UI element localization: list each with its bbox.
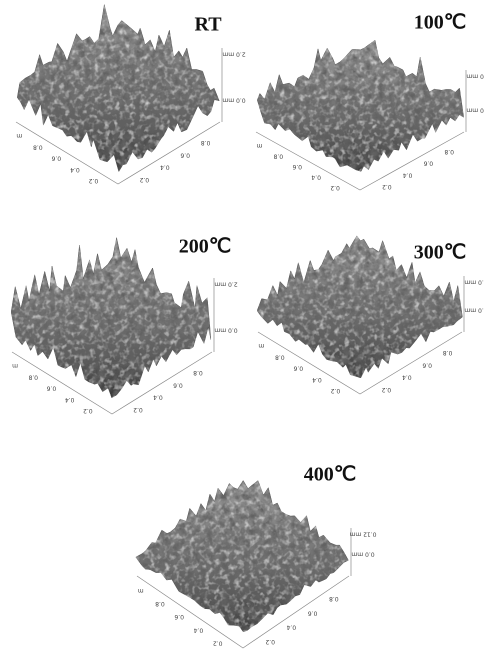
axis-tick-label: 0.2 <box>330 184 340 191</box>
axis-tick-label: 0.8 <box>155 600 165 607</box>
axis-tick-label: 0.8 <box>193 369 203 376</box>
axis-tick-label: 0.6 <box>292 163 302 170</box>
axis-tick-label: 0.2 <box>89 177 99 184</box>
axis-tick-label: 0.6 <box>423 160 433 167</box>
axis-tick-label: 0.4 <box>153 394 163 401</box>
axis-tick-label: 0.2 <box>139 176 149 183</box>
axis-tick-label: 0.4 <box>311 173 321 180</box>
afm-surface <box>17 5 219 172</box>
panel-label: 100℃ <box>414 12 466 34</box>
axis-tick-label: 0.6 <box>173 381 183 388</box>
afm-panel: 0.2 0.4 0.6 0.8 m 0.2 0.4 0.6 0.8 2.0 mm 0.0 mm 100… <box>256 12 484 191</box>
axis-tick-label: 0.4 <box>194 626 204 633</box>
axis-tick-label: 0.6 <box>174 613 184 620</box>
z-axis-label: 0.0 mm <box>466 107 484 114</box>
axis-tick-label: 0.6 <box>422 361 432 368</box>
afm-surface <box>257 40 463 171</box>
axis-tick-label: 0.8 <box>201 139 211 146</box>
axis-tick-label: 0.8 <box>329 595 339 602</box>
axis-tick-label: 0.4 <box>65 396 75 403</box>
z-axis-label: 0.12 mm <box>349 531 376 538</box>
axis-tick-label: 0.6 <box>51 155 61 162</box>
afm-panel: 0.2 0.4 0.6 0.8 m 0.2 0.4 0.6 0.8 2.0 mm 0.0 mm 200… <box>11 236 237 415</box>
z-axis-label: 0.0 mm <box>351 551 374 558</box>
axis-tick-label: 0.2 <box>331 387 341 394</box>
panel-label: 400℃ <box>304 464 356 486</box>
panel-label: 300℃ <box>414 242 466 264</box>
axis-tick-label: 0.2 <box>265 638 275 645</box>
afm-surface <box>11 238 211 398</box>
z-axis-label: 0.0 mm <box>222 97 245 104</box>
axis-tick-label: 0.4 <box>70 166 80 173</box>
axis-tick-label: m <box>12 362 18 369</box>
z-axis-label: 2.0 mm <box>214 281 237 288</box>
axis-tick-label: m <box>258 342 264 349</box>
axis-tick-label: 0.6 <box>47 385 57 392</box>
axis-tick-label: 0.8 <box>444 148 454 155</box>
panel-label: RT <box>194 14 222 36</box>
axis-tick-label: 0.8 <box>28 373 38 380</box>
afm-surface <box>136 481 349 633</box>
afm-panel: 0.2 0.4 0.6 0.8 m 0.2 0.4 0.6 0.8 2.0 mm 0.0 mm 300… <box>257 236 484 394</box>
panel-label: 200℃ <box>179 236 231 258</box>
z-axis-label: 2.0 mm <box>466 73 484 80</box>
z-axis-label: 2.0 mm <box>222 51 245 58</box>
axis-tick-label: m <box>16 132 22 139</box>
axis-tick-label: 0.2 <box>213 639 223 646</box>
axis-tick-label: m <box>256 142 262 149</box>
afm-panel: 0.2 0.4 0.6 0.8 m 0.2 0.4 0.6 0.8 0.12 mm 0.0 mm 40… <box>136 464 377 648</box>
axis-tick-label: 0.6 <box>180 151 190 158</box>
axis-tick-label: 0.4 <box>402 374 412 381</box>
axis-tick-label: 0.8 <box>273 152 283 159</box>
axis-tick-label: 0.4 <box>160 164 170 171</box>
axis-tick-label: 0.2 <box>133 406 143 413</box>
axis-tick-label: 0.8 <box>443 349 453 356</box>
axis-tick-label: 0.8 <box>275 353 285 360</box>
axis-tick-label: 0.4 <box>286 624 296 631</box>
axis-tick-label: 0.2 <box>382 183 392 190</box>
figure: 0.20.40.60.8m0.20.40.60.82.0 mm0.0 mmRT0… <box>0 0 484 672</box>
axis-tick-label: 0.6 <box>308 609 318 616</box>
z-axis-label: 0.0 mm <box>464 307 484 314</box>
afm-panel: 0.2 0.4 0.6 0.8 m 0.2 0.4 0.6 0.8 2.0 mm 0.0 mm RT <box>16 5 246 185</box>
axis-tick-label: 0.6 <box>293 365 303 372</box>
axis-tick-label: 0.4 <box>403 171 413 178</box>
z-axis-label: 2.0 mm <box>464 279 484 286</box>
z-axis-label: 0.0 mm <box>214 327 237 334</box>
axis-tick-label: 0.4 <box>312 376 322 383</box>
axis-tick-label: 0.2 <box>83 407 93 414</box>
axis-tick-label: 0.8 <box>33 143 43 150</box>
axis-tick-label: m <box>138 587 144 594</box>
axis-tick-label: 0.2 <box>381 386 391 393</box>
